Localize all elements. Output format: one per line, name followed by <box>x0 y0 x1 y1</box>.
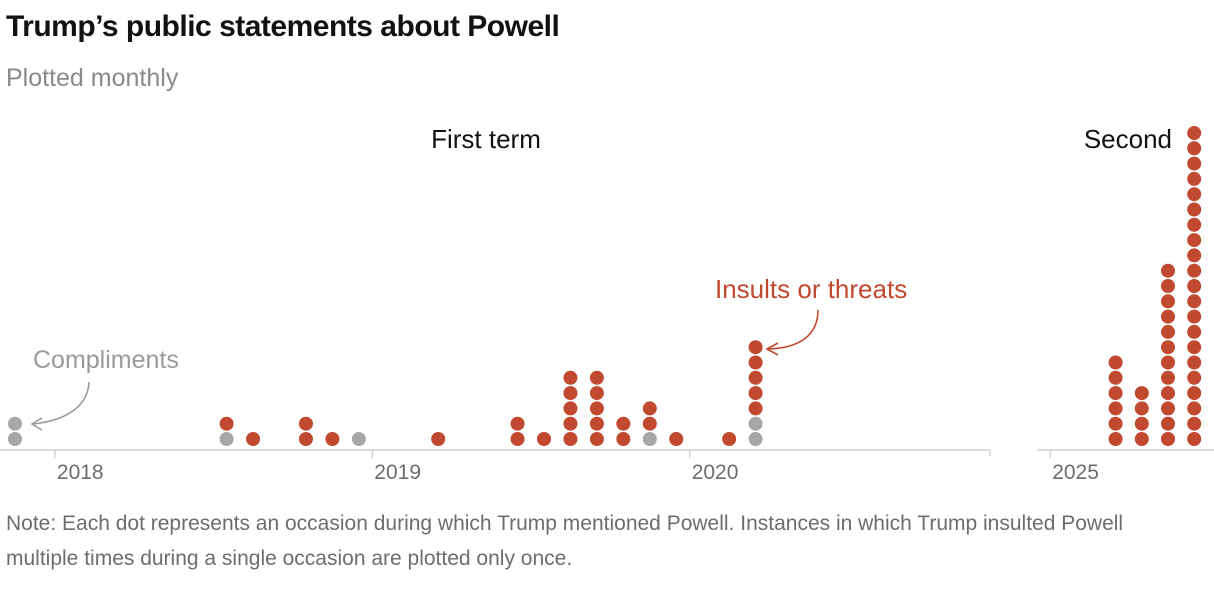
x-tick-label-2019: 2019 <box>374 461 421 484</box>
dot-insult-2025-06 <box>1187 187 1202 202</box>
dots <box>8 126 1202 446</box>
dot-insult-2019-09 <box>589 401 604 416</box>
dot-insult-2019-09 <box>589 416 604 431</box>
dot-insult-2025-06 <box>1187 233 1202 248</box>
dot-insult-2025-05 <box>1161 370 1175 385</box>
dot-insult-2019-08 <box>563 416 578 431</box>
dot-insult-2025-06 <box>1187 324 1202 339</box>
dot-insult-2020-03 <box>748 386 763 401</box>
dot-compliment-2017-11 <box>8 416 22 431</box>
period-label-second: Second <box>1084 124 1172 154</box>
dot-insult-2025-06 <box>1187 126 1202 140</box>
dot-insult-2025-05 <box>1161 309 1175 324</box>
dot-insult-2025-05 <box>1161 340 1175 355</box>
labels: First term Second Compliments Insults or th… <box>30 124 1172 431</box>
dot-compliment-2020-03 <box>748 432 763 446</box>
dot-insult-2018-10 <box>298 416 313 431</box>
dot-insult-2019-11 <box>642 401 657 416</box>
dot-insult-2019-10 <box>616 416 631 431</box>
dot-insult-2025-06 <box>1187 370 1202 385</box>
dot-insult-2018-07 <box>219 416 234 431</box>
axes: 2018 2019 2020 2025 <box>0 449 1214 484</box>
dot-insult-2025-03 <box>1108 401 1123 416</box>
dot-insult-2025-06 <box>1187 416 1202 431</box>
dot-insult-2019-07 <box>537 432 551 446</box>
dot-insult-2025-05 <box>1161 294 1175 309</box>
dot-insult-2019-11 <box>642 416 657 431</box>
annotation-insults: Insults or threats <box>715 274 907 304</box>
dot-insult-2025-03 <box>1108 416 1123 431</box>
dot-insult-2025-06 <box>1187 432 1202 446</box>
dot-insult-2025-06 <box>1187 156 1202 171</box>
dot-insult-2025-06 <box>1187 248 1202 263</box>
dot-insult-2025-06 <box>1187 171 1202 186</box>
dot-insult-2019-03 <box>431 432 446 446</box>
dot-insult-2018-08 <box>246 432 261 446</box>
dot-insult-2018-10 <box>298 432 313 446</box>
dot-insult-2019-06 <box>510 416 525 431</box>
dot-insult-2019-08 <box>563 386 578 401</box>
dot-insult-2025-05 <box>1161 263 1175 278</box>
annotation-compliments-arrow <box>32 381 90 425</box>
dot-compliment-2019-11 <box>642 432 657 446</box>
dot-insult-2025-06 <box>1187 309 1202 324</box>
dot-insult-2019-10 <box>616 432 631 446</box>
dot-insult-2025-06 <box>1187 355 1202 370</box>
annotation-insults-arrow <box>767 309 819 350</box>
dot-insult-2025-04 <box>1134 416 1149 431</box>
dot-insult-2025-03 <box>1108 370 1123 385</box>
dot-insult-2025-04 <box>1134 386 1149 401</box>
annotation-insults-arrowhead <box>765 342 779 356</box>
dot-insult-2025-06 <box>1187 202 1202 217</box>
dot-insult-2018-11 <box>325 432 340 446</box>
dot-insult-2025-06 <box>1187 217 1202 232</box>
dot-insult-2025-06 <box>1187 263 1202 278</box>
dot-insult-2025-06 <box>1187 340 1202 355</box>
dot-insult-2025-05 <box>1161 401 1175 416</box>
dot-insult-2019-06 <box>510 432 525 446</box>
dot-insult-2025-06 <box>1187 401 1202 416</box>
dot-insult-2025-05 <box>1161 324 1175 339</box>
period-label-first-term: First term <box>431 124 541 154</box>
dot-insult-2019-12 <box>669 432 684 446</box>
chart-note: Note: Each dot represents an occasion du… <box>6 512 1124 570</box>
chart-title: Trump’s public statements about Powell <box>6 10 560 43</box>
dot-insult-2025-03 <box>1108 432 1123 446</box>
x-tick-label-2018: 2018 <box>57 461 104 484</box>
dot-insult-2025-06 <box>1187 279 1202 293</box>
dot-insult-2020-02 <box>722 432 737 446</box>
x-tick-label-2020: 2020 <box>692 461 739 484</box>
dot-insult-2025-05 <box>1161 386 1175 401</box>
dot-insult-2019-08 <box>563 401 578 416</box>
dot-insult-2019-09 <box>589 432 604 446</box>
dot-insult-2025-06 <box>1187 141 1202 156</box>
dot-insult-2020-03 <box>748 355 763 370</box>
dot-insult-2025-03 <box>1108 386 1123 401</box>
annotation-compliments-arrowhead <box>30 417 43 431</box>
annotation-compliments: Compliments <box>33 346 179 374</box>
dot-insult-2025-05 <box>1161 432 1175 446</box>
dot-insult-2025-04 <box>1134 432 1149 446</box>
dot-chart: 2018 2019 2020 2025 First term Second Complim… <box>0 124 1214 484</box>
dot-insult-2025-03 <box>1108 355 1123 370</box>
dot-insult-2019-08 <box>563 432 578 446</box>
dot-insult-2019-08 <box>563 370 578 385</box>
dot-compliment-2017-11 <box>8 432 22 446</box>
dot-insult-2019-09 <box>589 370 604 385</box>
dot-insult-2025-05 <box>1161 279 1175 293</box>
dot-compliment-2018-07 <box>219 432 234 446</box>
dot-insult-2019-09 <box>589 386 604 401</box>
x-tick-label-2025: 2025 <box>1052 461 1099 484</box>
dot-compliment-2020-03 <box>748 416 763 431</box>
dot-insult-2020-03 <box>748 370 763 385</box>
dot-insult-2020-03 <box>748 401 763 416</box>
dot-insult-2025-05 <box>1161 355 1175 370</box>
dot-insult-2025-06 <box>1187 386 1202 401</box>
dot-insult-2020-03 <box>748 340 763 355</box>
dot-insult-2025-05 <box>1161 416 1175 431</box>
chart-subtitle: Plotted monthly <box>6 64 179 92</box>
dot-compliment-2018-12 <box>351 432 366 446</box>
dot-insult-2025-04 <box>1134 401 1149 416</box>
dot-insult-2025-06 <box>1187 294 1202 309</box>
